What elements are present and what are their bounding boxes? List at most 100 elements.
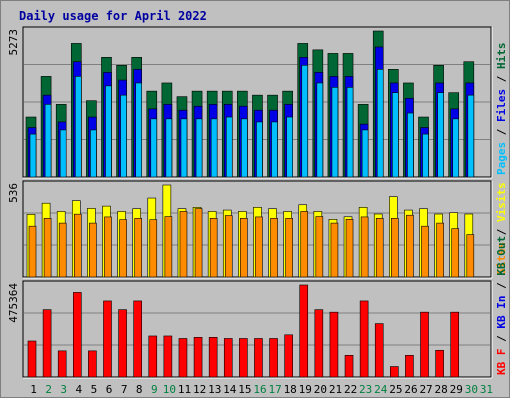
bar-kb-f-day-7 <box>118 309 127 378</box>
bar-sites-day-16 <box>255 216 263 278</box>
bar-sites-day-2 <box>43 217 52 278</box>
x-tick-label-19: 19 <box>299 383 312 396</box>
bar-sites-day-10 <box>164 216 173 278</box>
legend-entry: Visits <box>495 182 508 222</box>
bar-pages-day-3 <box>59 129 67 178</box>
bar-sites-day-29 <box>451 228 460 278</box>
bar-kb-f-day-11 <box>178 338 188 378</box>
x-tick-label-28: 28 <box>435 383 448 396</box>
bar-kb-f-day-2 <box>42 309 52 378</box>
bar-sites-day-11 <box>179 211 188 278</box>
x-tick-label-6: 6 <box>106 383 113 396</box>
bar-kb-f-day-21 <box>329 311 339 378</box>
bar-kb-f-day-18 <box>284 334 293 378</box>
bar-pages-day-8 <box>135 82 142 178</box>
bar-pages-day-2 <box>44 104 52 178</box>
bar-sites-day-27 <box>421 225 429 278</box>
legend-entry: Sites <box>495 242 508 275</box>
x-tick-label-27: 27 <box>419 383 432 396</box>
bar-sites-day-18 <box>285 217 293 278</box>
x-tick-label-4: 4 <box>76 383 83 396</box>
bar-pages-day-15 <box>241 118 248 178</box>
legend-entry: Pages <box>495 142 508 175</box>
x-tick-label-29: 29 <box>450 383 463 396</box>
bar-sites-day-15 <box>240 217 248 278</box>
bar-pages-day-27 <box>422 133 429 178</box>
legend-entry: KB In <box>495 296 508 329</box>
bar-kb-f-day-5 <box>88 350 97 378</box>
bar-pages-day-1 <box>29 133 37 178</box>
bar-kb-f-day-22 <box>344 355 354 378</box>
bar-pages-day-12 <box>195 118 203 178</box>
x-tick-label-14: 14 <box>223 383 237 396</box>
panel-hits-files-pages: 5273 Pages / Files / Hits <box>7 26 508 179</box>
bar-sites-day-25 <box>391 217 399 278</box>
bar-sites-day-26 <box>406 214 414 278</box>
series-legend: KB F / KB In / KB Out <box>495 236 508 375</box>
bar-pages-day-16 <box>256 121 263 178</box>
x-tick-label-21: 21 <box>329 383 342 396</box>
bar-pages-day-11 <box>180 118 188 178</box>
bar-kb-f-day-4 <box>72 292 82 378</box>
x-tick-label-8: 8 <box>136 383 143 396</box>
bar-sites-day-6 <box>104 216 112 278</box>
bar-sites-day-9 <box>149 219 158 278</box>
bar-sites-day-20 <box>315 216 324 278</box>
bar-kb-f-day-17 <box>269 338 278 378</box>
bar-kb-f-day-12 <box>193 337 203 378</box>
x-tick-label-30: 30 <box>465 383 478 396</box>
bar-sites-day-1 <box>28 225 37 278</box>
x-tick-label-20: 20 <box>314 383 327 396</box>
x-tick-label-7: 7 <box>121 383 128 396</box>
bar-pages-day-19 <box>301 65 309 178</box>
bar-kb-f-day-13 <box>208 337 218 378</box>
legend-entry: / <box>495 69 508 89</box>
bar-pages-day-30 <box>467 94 475 178</box>
bar-pages-day-20 <box>316 82 324 178</box>
x-tick-label-12: 12 <box>193 383 206 396</box>
bar-sites-day-21 <box>330 222 339 278</box>
x-tick-label-1: 1 <box>30 383 37 396</box>
bar-kb-f-day-1 <box>27 340 37 378</box>
bar-pages-day-25 <box>392 92 399 178</box>
x-tick-label-2: 2 <box>45 383 52 396</box>
legend-entry: / <box>495 122 508 142</box>
bar-sites-day-7 <box>119 219 127 278</box>
bar-sites-day-8 <box>134 217 142 278</box>
bar-kb-f-day-3 <box>57 350 67 378</box>
bar-kb-f-day-24 <box>374 323 384 378</box>
bar-sites-day-28 <box>436 222 444 278</box>
bar-kb-f-day-25 <box>390 366 399 378</box>
bar-sites-day-3 <box>58 222 67 278</box>
y-max-label: 475364 <box>7 283 20 323</box>
bar-kb-f-day-23 <box>359 300 369 378</box>
bar-kb-f-day-15 <box>239 338 248 378</box>
bar-pages-day-13 <box>210 118 218 178</box>
x-tick-label-17: 17 <box>268 383 281 396</box>
x-tick-label-3: 3 <box>60 383 67 396</box>
legend-entry: KB Out <box>495 236 508 276</box>
bar-pages-day-21 <box>331 87 339 178</box>
legend-entry: / <box>495 276 508 296</box>
bar-kb-f-day-20 <box>314 309 324 378</box>
chart-title: Daily usage for April 2022 <box>19 9 207 23</box>
bar-kb-f-day-29 <box>450 311 460 378</box>
bar-pages-day-22 <box>346 87 354 178</box>
bar-sites-day-19 <box>300 211 309 278</box>
legend-entry: KB F <box>495 349 508 376</box>
bar-kb-f-day-26 <box>405 355 414 378</box>
bar-pages-day-9 <box>150 118 158 178</box>
bar-kb-f-day-9 <box>148 335 158 378</box>
bar-sites-day-4 <box>73 213 82 278</box>
bar-kb-f-day-28 <box>435 349 444 378</box>
bar-pages-day-10 <box>165 118 173 178</box>
x-tick-label-23: 23 <box>359 383 372 396</box>
legend-entry: / <box>495 329 508 349</box>
bar-sites-day-5 <box>89 222 97 278</box>
bar-pages-day-17 <box>271 121 278 178</box>
legend-entry: Files <box>495 89 508 122</box>
series-legend: Sites / Visits <box>495 182 508 275</box>
y-max-label: 536 <box>7 183 20 203</box>
bar-sites-day-12 <box>194 208 203 278</box>
